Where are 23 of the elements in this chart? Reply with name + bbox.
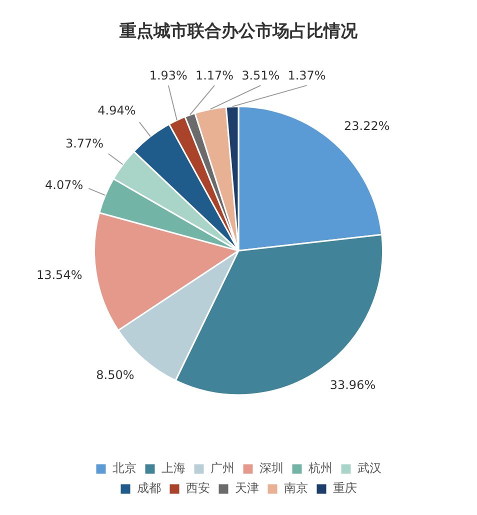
legend-label: 武汉: [358, 461, 382, 476]
legend-label: 西安: [186, 481, 210, 496]
data-label: 13.54%: [36, 268, 82, 282]
legend-label: 北京: [112, 461, 136, 476]
data-label: 23.22%: [344, 118, 390, 133]
legend-label: 成都: [137, 481, 161, 496]
legend-label: 杭州: [308, 461, 332, 476]
data-label: 4.94%: [98, 104, 136, 118]
data-label: 8.50%: [96, 368, 134, 382]
data-label: 33.96%: [330, 378, 376, 392]
legend-label: 广州: [210, 461, 234, 476]
data-label: 1.17%: [195, 68, 234, 83]
legend-label: 天津: [235, 481, 259, 496]
chart-title: 重点城市联合办公市场占比情况: [118, 22, 358, 42]
data-label: 4.07%: [45, 178, 84, 192]
legend-label: 重庆: [333, 481, 357, 496]
data-label: 1.37%: [288, 68, 326, 83]
data-label: 3.51%: [242, 68, 280, 83]
legend-label: 南京: [284, 481, 308, 496]
data-label: 1.93%: [149, 68, 188, 83]
legend-label: 深圳: [260, 461, 284, 476]
legend-label: 上海: [162, 461, 186, 476]
data-label: 3.77%: [65, 136, 104, 150]
